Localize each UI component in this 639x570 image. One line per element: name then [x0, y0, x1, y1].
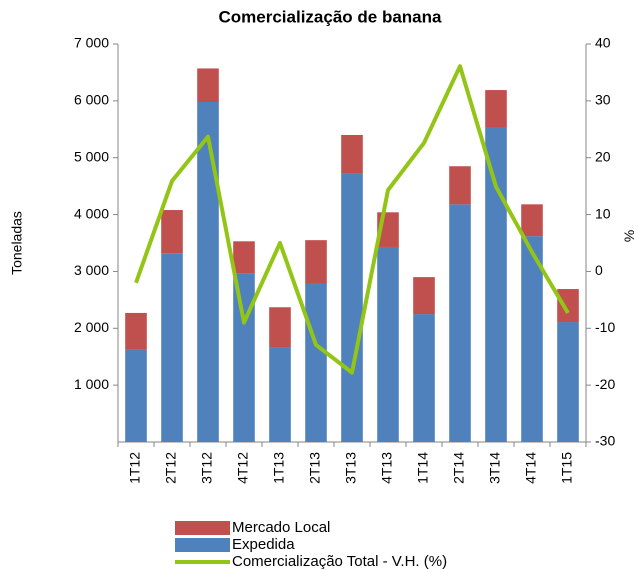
bar [161, 210, 183, 254]
bar [269, 307, 291, 348]
y-tick-label: 5 000 [74, 148, 109, 164]
y-tick-label: 6 000 [74, 92, 109, 108]
y2-tick-label: 40 [595, 35, 611, 51]
x-tick-label: 4T14 [523, 452, 539, 484]
y2-tick-label: 0 [595, 262, 603, 278]
y-tick-label: 2 000 [74, 319, 109, 335]
bar [521, 204, 543, 237]
legend-swatch [175, 538, 230, 552]
bar [305, 283, 327, 442]
y2-tick-label: -20 [595, 376, 615, 392]
x-tick-label: 2T14 [451, 452, 467, 484]
chart-title: Comercialização de banana [219, 7, 443, 26]
y2-tick-label: 20 [595, 148, 611, 164]
x-tick-label: 2T13 [307, 452, 323, 484]
y2-tick-label: 10 [595, 205, 611, 221]
y2-axis-label: % [621, 230, 637, 242]
bar [233, 273, 255, 442]
x-tick-label: 1T15 [559, 452, 575, 484]
bar [305, 240, 327, 284]
legend-swatch [175, 521, 230, 535]
bar [449, 204, 471, 442]
bar [125, 349, 147, 442]
bar [125, 312, 147, 350]
x-tick-label: 2T12 [163, 452, 179, 484]
y2-tick-label: 30 [595, 92, 611, 108]
legend-label: Expedida [232, 536, 295, 553]
bar [161, 253, 183, 442]
bar [269, 347, 291, 442]
x-tick-label: 3T14 [487, 452, 503, 484]
bar [557, 322, 579, 442]
bar [413, 314, 435, 442]
y-tick-label: 1 000 [74, 376, 109, 392]
bar [233, 241, 255, 274]
bar [557, 289, 579, 323]
bar [377, 246, 399, 442]
bar [413, 277, 435, 315]
x-tick-label: 1T12 [127, 452, 143, 484]
bar [341, 134, 363, 174]
line-series [134, 64, 570, 375]
bar [341, 173, 363, 442]
y-tick-label: 4 000 [74, 205, 109, 221]
x-tick-label: 3T12 [199, 452, 215, 484]
legend-label: Mercado Local [232, 519, 330, 536]
x-tick-label: 4T12 [235, 452, 251, 484]
y-tick-label: 7 000 [74, 35, 109, 51]
y2-tick-label: -10 [595, 319, 615, 335]
x-tick-label: 1T14 [415, 452, 431, 484]
bar [449, 166, 471, 205]
y-axis-label: Toneladas [9, 211, 25, 275]
y-tick-label: 3 000 [74, 262, 109, 278]
y2-tick-label: -30 [595, 433, 615, 449]
x-tick-label: 4T13 [379, 452, 395, 484]
legend-label: Comercialização Total - V.H. (%) [232, 553, 447, 570]
bar [197, 68, 219, 102]
bar [485, 127, 507, 443]
x-tick-label: 3T13 [343, 452, 359, 484]
bar [485, 90, 507, 128]
x-tick-label: 1T13 [271, 452, 287, 484]
bar [521, 236, 543, 442]
bar [197, 101, 219, 442]
